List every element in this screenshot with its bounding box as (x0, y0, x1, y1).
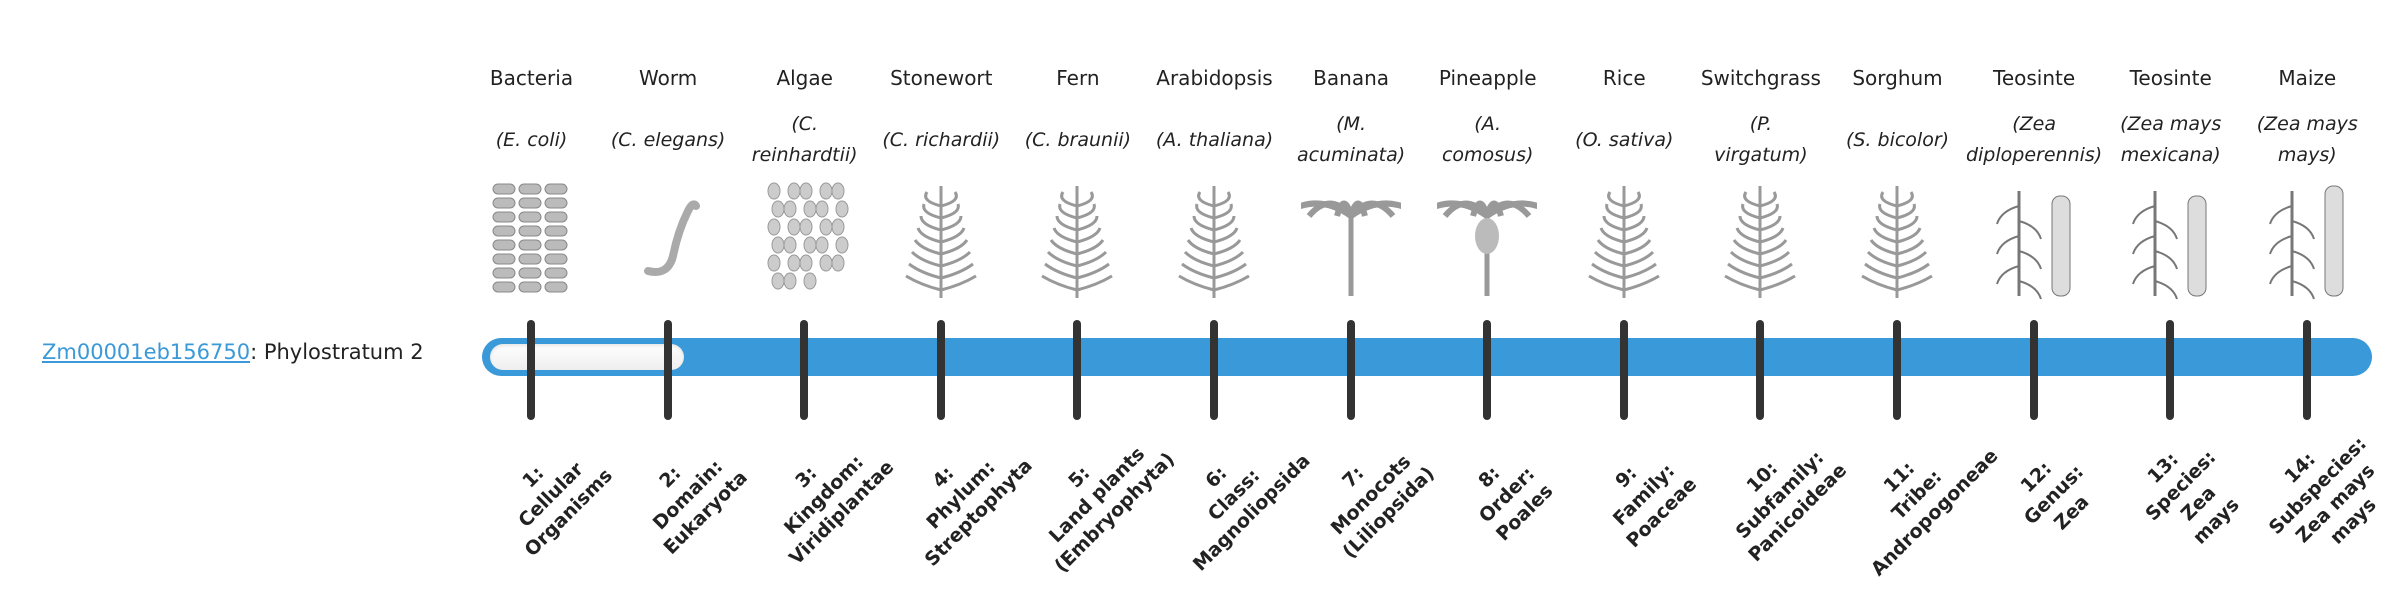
stratum-tick (2302, 320, 2311, 420)
organism-species-name: (A. thaliana) (1155, 128, 1274, 151)
stratum-tick (2166, 320, 2175, 420)
organism-species-name: (C. reinhardtii) (751, 113, 858, 166)
gene-link[interactable]: Zm00001eb156750 (42, 340, 251, 364)
stratum-tick (2029, 320, 2038, 420)
organism-common-name: Bacteria (489, 66, 574, 90)
sorghum-icon (1847, 176, 1947, 300)
banana-icon (1278, 176, 1423, 300)
organism-common-name: Switchgrass (1700, 66, 1821, 90)
organism-species-name: (S. bicolor) (1845, 128, 1950, 151)
stratum-tick (1346, 320, 1355, 420)
organism-common-name: Pineapple (1438, 66, 1537, 90)
organism-species-name: (C. elegans) (610, 128, 726, 151)
organism-common-name: Maize (2278, 66, 2337, 90)
organism-common-name: Fern (1056, 66, 1100, 90)
phylostratum-text: : Phylostratum 2 (250, 340, 424, 364)
organism-common-name: Rice (1602, 66, 1646, 90)
organism-common-name: Worm (638, 66, 698, 90)
stratum-tick (1619, 320, 1628, 420)
stratum-tick (1483, 320, 1492, 420)
stratum-tick (1893, 320, 1901, 420)
worm-icon (618, 176, 718, 300)
stratum-tick (1210, 320, 1218, 420)
stratum-tick (527, 320, 535, 420)
algae-icon (754, 176, 854, 300)
organism-species-name: (Zea mays mexicana) (2120, 113, 2222, 166)
rice-icon (1574, 176, 1674, 300)
organism-common-name: Banana (1313, 66, 1390, 90)
organism-species-name: (O. sativa) (1575, 128, 1674, 151)
switchgrass-icon (1710, 176, 1810, 300)
pineapple-icon (1415, 176, 1559, 300)
organism-species-name: (P. virgatum) (1714, 113, 1808, 166)
organism-species-name: (A. comosus) (1441, 113, 1534, 166)
arabidopsis-icon (1164, 176, 1264, 300)
bacteria-icon (481, 176, 581, 300)
stratum-tick (936, 320, 945, 420)
phylostratum-bar (482, 338, 2372, 376)
phylostratum-bar-fill (490, 344, 684, 370)
organism-common-name: Sorghum (1852, 66, 1943, 90)
organism-species-name: (C. richardii) (882, 128, 1001, 151)
stratum-tick (1756, 320, 1765, 420)
stratum-tick (1073, 320, 1082, 420)
organism-common-name: Stonewort (890, 66, 993, 90)
organism-species-name: (M. acuminata) (1297, 113, 1406, 166)
maize-icon (2257, 176, 2357, 300)
organism-species-name: (Zea diploperennis) (1965, 113, 2103, 166)
organism-species-name: (E. coli) (495, 128, 568, 151)
organism-species-name: (Zea mays mays) (2256, 113, 2358, 166)
stratum-tick (663, 320, 672, 420)
fern-icon (1027, 176, 1127, 300)
teosinte-icon (2120, 176, 2220, 300)
organism-common-name: Algae (776, 66, 833, 90)
organism-common-name: Teosinte (1993, 66, 2076, 90)
teosinte-icon (1984, 176, 2084, 300)
gene-label: Zm00001eb156750: Phylostratum 2 (42, 340, 424, 364)
stonewort-icon (891, 176, 991, 300)
organism-species-name: (C. braunii) (1024, 128, 1132, 151)
stratum-tick (800, 320, 809, 420)
stratum-label: 14: Subspecies: Zea mays mays (2264, 432, 2381, 549)
organism-common-name: Arabidopsis (1156, 66, 1273, 90)
organism-common-name: Teosinte (2129, 66, 2212, 90)
